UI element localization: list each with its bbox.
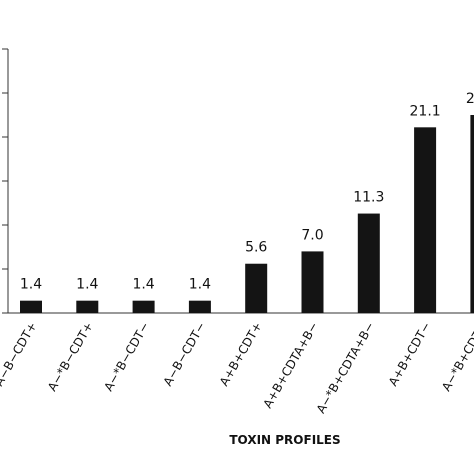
value-label: 1.4: [132, 277, 154, 293]
x-tick-label: A−B−CDT−: [161, 320, 209, 389]
value-label: 7.0: [301, 227, 323, 243]
x-tick-label: A−B−CDT+: [0, 320, 40, 389]
x-tick-label: A−*B+CDTA+B−: [314, 320, 378, 416]
bar: [188, 300, 211, 313]
value-label: 22.5: [466, 91, 474, 107]
value-label: 21.1: [410, 103, 441, 119]
value-label: 5.6: [245, 240, 267, 256]
x-tick-label: A+B+CDT+: [217, 320, 265, 389]
x-tick-label: A+B+CDTA+B−: [260, 320, 321, 411]
value-label: 11.3: [353, 190, 384, 206]
x-tick-label: A−*B+CDT−: [439, 320, 474, 394]
bar: [357, 213, 380, 313]
x-axis-title: TOXIN PROFILES: [229, 433, 340, 447]
bar: [76, 300, 99, 313]
bar: [414, 127, 437, 313]
x-tick-label: A−*B−CDT−: [101, 320, 152, 394]
bar: [301, 251, 324, 313]
value-label: 1.4: [20, 277, 42, 293]
value-label: 1.4: [76, 277, 98, 293]
bar: [470, 115, 474, 313]
bar: [20, 300, 42, 313]
value-label: 1.4: [189, 277, 211, 293]
x-tick-label: A−*B−CDT+: [45, 320, 96, 394]
bar: [132, 300, 155, 313]
bar: [245, 263, 268, 313]
x-tick-label: A+B+CDT−: [386, 320, 434, 389]
